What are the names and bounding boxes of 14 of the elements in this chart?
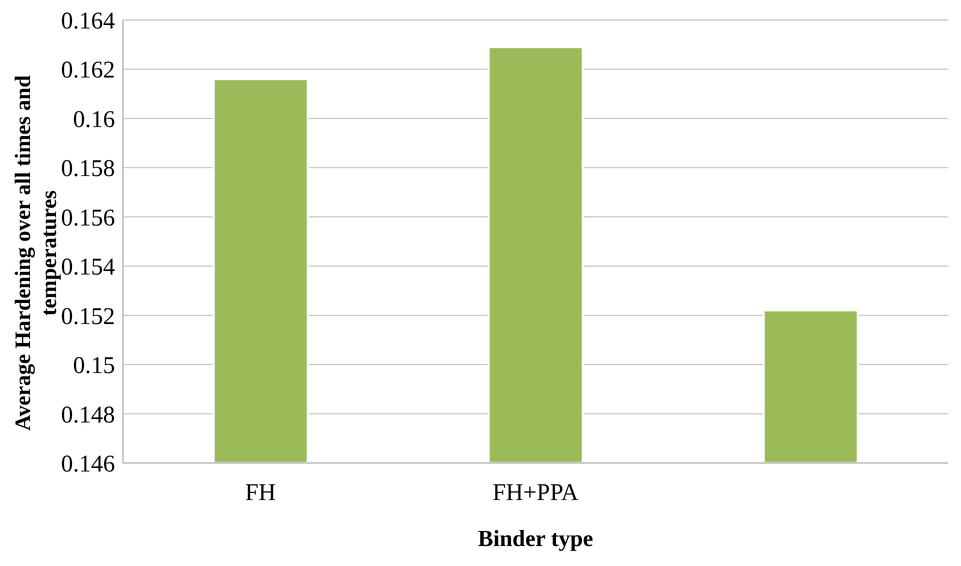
y-tick-label: 0.162: [61, 58, 115, 84]
y-tick-label: 0.156: [61, 205, 115, 232]
y-tick-label: 0.158: [61, 156, 115, 182]
x-axis-title: Binder type: [478, 526, 594, 551]
y-tick-label: 0.152: [61, 304, 115, 330]
y-axis-title: Average Hardening over all times and temperatures: [10, 74, 62, 433]
y-tick-label: 0.154: [61, 254, 115, 281]
y-tick-label: 0.146: [61, 452, 115, 478]
x-tick-label: FH+PPA: [492, 480, 580, 506]
y-tick-label: 0.15: [73, 353, 115, 380]
y-tick-label: 0.164: [61, 8, 115, 35]
y-tick-label: 0.16: [73, 106, 115, 133]
y-tick-label: 0.148: [61, 402, 115, 428]
x-tick-label: FH: [245, 480, 276, 506]
